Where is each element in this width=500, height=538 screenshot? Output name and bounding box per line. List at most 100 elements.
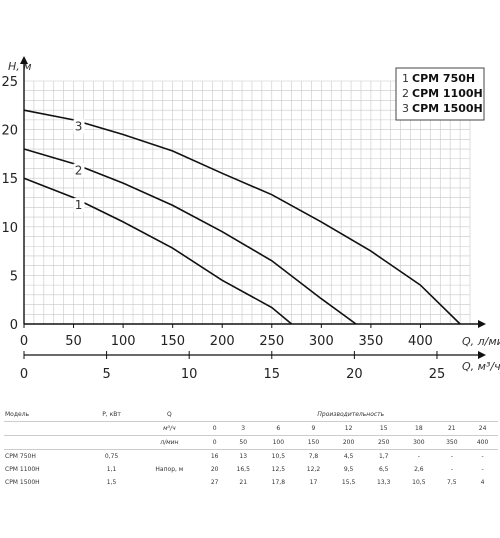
table-row: CPM 750H 0,75 16 13 10,5 7,8 4,5 1,7 - - -: [4, 450, 498, 464]
m3h-value: 9: [295, 421, 332, 436]
m3h-value: 0: [203, 421, 226, 436]
m3h-value: 15: [366, 421, 402, 436]
power-value: 0,75: [104, 453, 119, 460]
series-line-3: [23, 109, 461, 325]
head-value: 17,8: [271, 479, 286, 486]
series-label-bg: [73, 163, 85, 178]
y-tick-label: 15: [1, 172, 18, 187]
spec-table: Модель P, кВт Q Производительность м³/ч …: [4, 408, 498, 489]
head-value: 7,8: [308, 453, 319, 460]
legend-box: [395, 67, 485, 121]
m3h-value: 3: [225, 421, 261, 436]
x-tick-label: 350: [358, 334, 383, 349]
x-tick-label: 100: [111, 334, 136, 349]
y-tick-label: 25: [1, 75, 18, 90]
head-value: 4: [480, 479, 485, 486]
head-value: -: [417, 453, 420, 460]
head-value: 10,5: [412, 479, 426, 486]
legend-number: 2: [402, 87, 409, 100]
model-name: CPM 1500H: [5, 479, 40, 486]
head-value: 6,5: [378, 466, 389, 473]
y-tick-label: 10: [1, 221, 18, 236]
legend-entry: CPM 1100H: [412, 87, 483, 100]
head-value: 16,5: [236, 466, 250, 473]
chart-axes: [20, 56, 486, 359]
y-axis-arrow: [20, 56, 28, 64]
head-value: 21: [239, 479, 248, 486]
head-value: 1,7: [378, 453, 389, 460]
m3h-value: 12: [331, 421, 367, 436]
power-value: 1,1: [106, 466, 117, 473]
head-value: 20: [210, 466, 219, 473]
x-tick-labels: 0 50 100 150 200 250 300 350 400: [20, 324, 433, 349]
lmin-value: 150: [295, 435, 332, 450]
head-value: 17: [309, 479, 318, 486]
head-value: 4,5: [343, 453, 354, 460]
series-label-3: 3: [75, 119, 83, 133]
head-value: 13,3: [377, 479, 391, 486]
x2-tick-label: 10: [181, 367, 198, 382]
unit-m3h: м³/ч: [135, 421, 204, 436]
table-header-row: Модель P, кВт Q Производительность: [4, 408, 498, 422]
chart-curves: 1 2 3: [23, 109, 461, 325]
power-value: 1,5: [106, 479, 117, 486]
y-tick-label: 5: [10, 269, 18, 284]
head-value: -: [450, 453, 453, 460]
x2-tick-label: 0: [20, 367, 28, 382]
series-label-bg: [73, 119, 85, 134]
x-tick-label: 400: [408, 334, 433, 349]
model-name: CPM 750H: [5, 453, 36, 460]
head-value: 2,6: [414, 466, 424, 473]
head-value: 15,5: [341, 479, 356, 486]
x2-tick-label: 5: [102, 367, 110, 382]
y-tick-label: 0: [10, 318, 18, 333]
x-tick-label: 150: [160, 334, 185, 349]
legend-number: 3: [402, 102, 409, 115]
m3h-value: 21: [436, 421, 468, 436]
legend-entry: CPM 750H: [412, 72, 475, 85]
head-label: Напор, м: [155, 466, 184, 473]
m3h-value: 6: [260, 421, 296, 436]
head-value: -: [481, 453, 484, 460]
head-value: 13: [239, 453, 248, 460]
lmin-value: 250: [366, 435, 402, 450]
q-label: Q: [135, 408, 204, 422]
head-value: 10,5: [271, 453, 286, 460]
head-value: 27: [210, 479, 219, 486]
productivity-header: Производительность: [203, 408, 498, 422]
power-header: P, кВт: [87, 408, 136, 422]
series-label-2: 2: [75, 164, 83, 178]
table-row-lmin: л/мин 0 50 100 150 200 250 300 350 400: [4, 435, 498, 450]
y-tick-label: 20: [1, 124, 18, 139]
x2-tick-label: 25: [429, 367, 446, 382]
x-tick-label: 50: [65, 334, 82, 349]
table-row: CPM 1100H 1,1 Напор, м 20 16,5 12,5 12,2 9,5…: [4, 463, 498, 476]
x-tick-label: 200: [210, 334, 235, 349]
m3h-value: 18: [401, 421, 437, 436]
lmin-value: 100: [260, 435, 296, 450]
x2-tick-label: 15: [264, 367, 281, 382]
table-row: CPM 1500H 1,5 27 21 17,8 17 15,5 13,3 10,5 7,5 4: [4, 476, 498, 489]
x-tick-label: 300: [309, 334, 334, 349]
lmin-value: 0: [203, 435, 226, 450]
head-value: -: [450, 466, 453, 473]
model-name: CPM 1100H: [5, 466, 40, 473]
series-line-1: [23, 177, 293, 325]
lmin-value: 400: [467, 435, 498, 450]
head-value: 9,5: [343, 466, 354, 473]
x-axis-arrow: [478, 320, 486, 328]
legend-number: 1: [402, 72, 409, 85]
head-value: 12,2: [306, 466, 321, 473]
x2-tick-labels: 0 5 10 15 20 25: [20, 351, 445, 382]
unit-lmin: л/мин: [135, 435, 204, 450]
x2-axis-label: Q, м³/ч: [462, 360, 500, 373]
x-tick-label: 250: [259, 334, 284, 349]
series-label-1: 1: [75, 198, 83, 212]
x2-axis-arrow: [478, 351, 486, 359]
y-axis-label: H, м: [8, 60, 32, 73]
head-value: -: [481, 466, 484, 473]
x2-tick-label: 20: [346, 367, 363, 382]
head-value: 16: [210, 453, 219, 460]
head-value: 12,5: [271, 466, 286, 473]
